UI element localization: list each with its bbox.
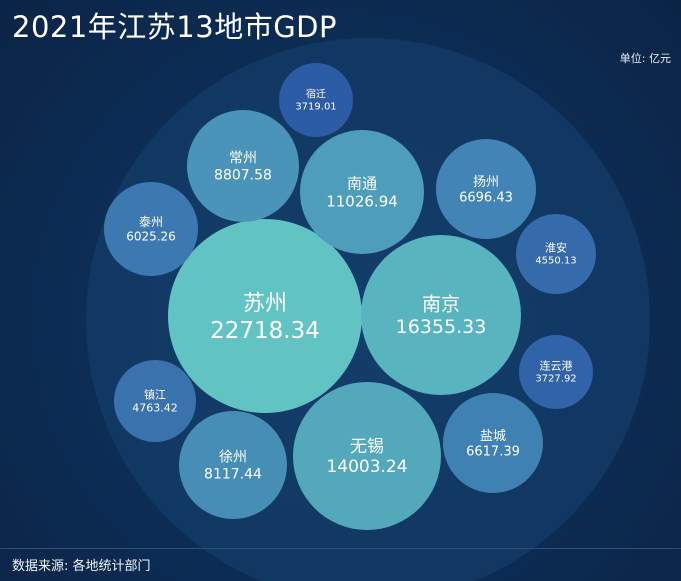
bubble-city-label: 盐城 bbox=[480, 429, 506, 444]
bubble-circle bbox=[104, 182, 198, 276]
bubble-city-label: 镇江 bbox=[144, 387, 166, 401]
bubble-12[interactable]: 连云港 3727.92 bbox=[519, 335, 593, 409]
bubble-circle bbox=[519, 335, 593, 409]
bubble-circle bbox=[300, 130, 424, 254]
bubble-city-label: 徐州 bbox=[219, 450, 247, 466]
unit-label: 单位: 亿元 bbox=[619, 52, 671, 65]
bubble-circle bbox=[361, 235, 521, 395]
bubble-circle bbox=[179, 411, 287, 519]
bubble-circle bbox=[436, 139, 536, 239]
bubble-city-label: 南京 bbox=[422, 293, 460, 315]
bubble-value-label: 6025.26 bbox=[126, 229, 176, 243]
bubble-value-label: 4763.42 bbox=[132, 401, 178, 414]
bubble-city-label: 苏州 bbox=[243, 292, 287, 317]
bubble-value-label: 4550.13 bbox=[535, 256, 576, 267]
bubble-circle bbox=[293, 382, 441, 530]
footer-divider bbox=[0, 548, 681, 549]
bubble-circle bbox=[443, 393, 543, 493]
bubble-city-label: 泰州 bbox=[139, 215, 163, 229]
bubble-value-label: 3719.01 bbox=[295, 102, 336, 113]
bubble-circle bbox=[187, 110, 299, 222]
bubble-value-label: 6696.43 bbox=[459, 190, 513, 205]
bubble-value-label: 16355.33 bbox=[396, 316, 487, 338]
bubble-value-label: 14003.24 bbox=[326, 457, 407, 477]
bubble-value-label: 11026.94 bbox=[326, 192, 398, 210]
bubble-layer: 苏州22718.34南京16355.33无锡14003.24南通11026.94… bbox=[104, 63, 596, 530]
bubble-city-label: 连云港 bbox=[540, 359, 573, 372]
bubble-value-label: 22718.34 bbox=[210, 318, 320, 344]
bubble-circle bbox=[279, 63, 353, 137]
bubble-city-label: 淮安 bbox=[545, 240, 567, 254]
bubble-city-label: 扬州 bbox=[473, 175, 499, 190]
chart-title: 2021年江苏13地市GDP bbox=[12, 10, 337, 44]
bubble-value-label: 8117.44 bbox=[204, 466, 262, 482]
bubble-city-label: 宿迁 bbox=[306, 88, 326, 101]
bubble-circle bbox=[516, 214, 596, 294]
bubble-circle bbox=[114, 360, 196, 442]
data-source: 数据来源: 各地统计部门 bbox=[12, 559, 151, 574]
bubble-circle bbox=[168, 219, 362, 413]
bubble-value-label: 6617.39 bbox=[466, 444, 520, 459]
bubble-city-label: 南通 bbox=[347, 174, 377, 192]
bubble-value-label: 3727.92 bbox=[535, 374, 576, 385]
bubble-value-label: 8807.58 bbox=[214, 167, 272, 183]
bubble-city-label: 常州 bbox=[229, 151, 257, 167]
bubble-city-label: 无锡 bbox=[350, 437, 384, 457]
bubble-11[interactable]: 淮安 4550.13 bbox=[516, 214, 596, 294]
